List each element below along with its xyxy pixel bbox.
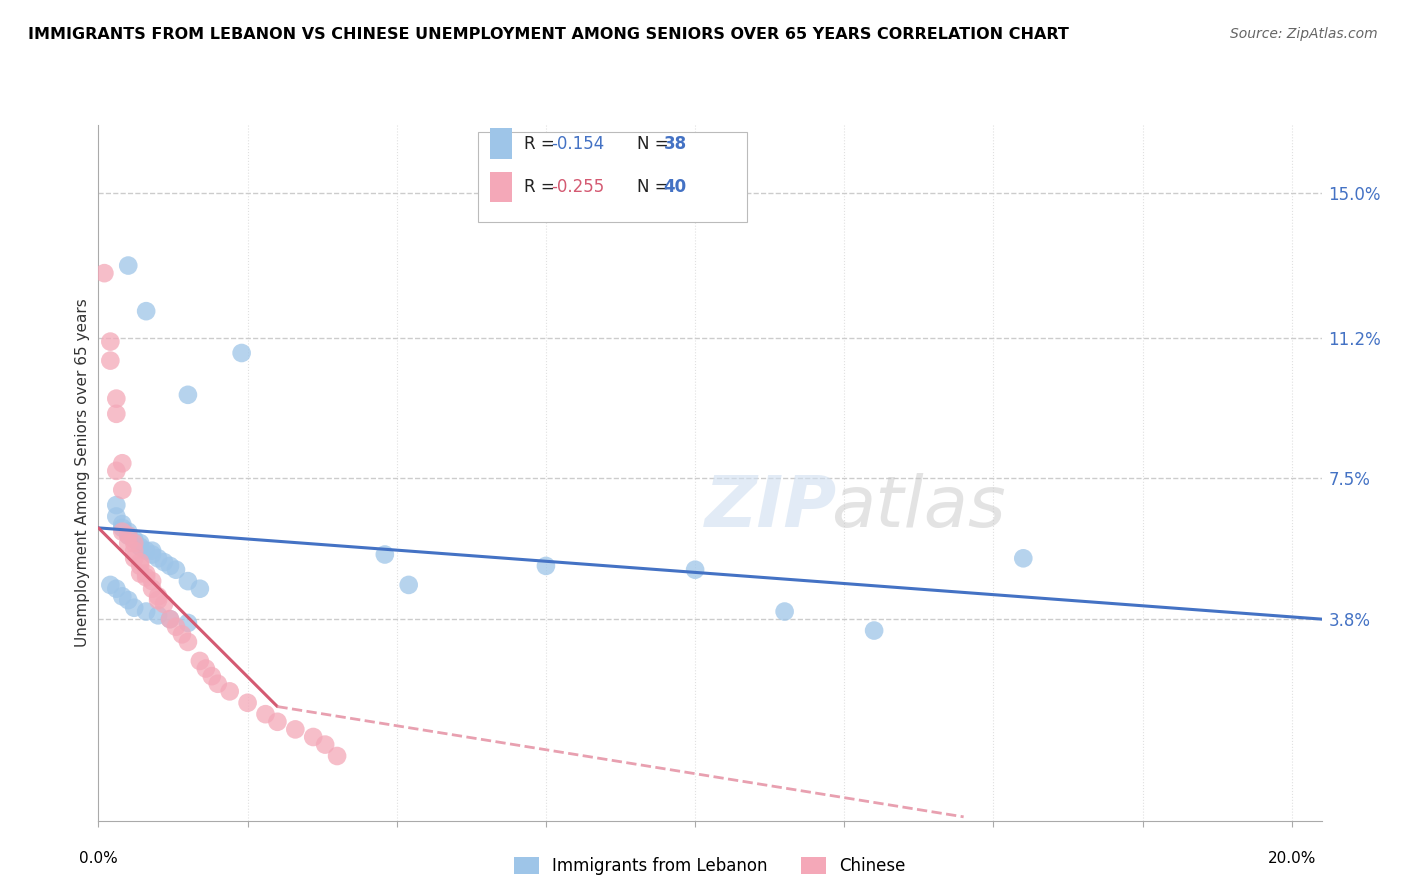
Point: [111, 517, 134, 532]
Point: [111, 456, 134, 470]
Point: [188, 582, 211, 596]
Text: IMMIGRANTS FROM LEBANON VS CHINESE UNEMPLOYMENT AMONG SENIORS OVER 65 YEARS CORR: IMMIGRANTS FROM LEBANON VS CHINESE UNEMP…: [28, 27, 1069, 42]
Point: [159, 558, 181, 573]
Point: [117, 593, 139, 607]
Point: [122, 543, 145, 558]
Point: [122, 551, 145, 566]
Text: atlas: atlas: [831, 473, 1005, 542]
Point: [122, 600, 145, 615]
Point: [177, 574, 200, 588]
Text: R =: R =: [524, 135, 560, 153]
Point: [117, 536, 139, 550]
Point: [117, 528, 139, 542]
Text: -0.154: -0.154: [551, 135, 605, 153]
Point: [683, 563, 706, 577]
Point: [129, 555, 152, 569]
Point: [98, 353, 121, 368]
Text: -0.255: -0.255: [551, 178, 605, 196]
Point: [135, 566, 157, 581]
Point: [141, 548, 163, 562]
Point: [129, 566, 152, 581]
Point: [111, 483, 134, 497]
Point: [863, 624, 886, 638]
Point: [135, 605, 157, 619]
Point: [111, 590, 134, 604]
Point: [188, 654, 211, 668]
Point: [111, 521, 134, 535]
Point: [284, 723, 307, 737]
Point: [141, 574, 163, 588]
Point: [117, 524, 139, 539]
Text: N =: N =: [637, 178, 673, 196]
Point: [398, 578, 420, 592]
Point: [135, 570, 157, 584]
Point: [117, 259, 139, 273]
Text: ZIP: ZIP: [704, 473, 838, 542]
Point: [105, 407, 128, 421]
Point: [122, 533, 145, 547]
Point: [141, 543, 163, 558]
Text: 38: 38: [664, 135, 686, 153]
Point: [314, 738, 336, 752]
Point: [146, 593, 169, 607]
Point: [231, 346, 253, 360]
Point: [105, 392, 128, 406]
Text: N =: N =: [637, 135, 673, 153]
Point: [105, 509, 128, 524]
Point: [129, 536, 152, 550]
Text: 20.0%: 20.0%: [1268, 851, 1316, 866]
Point: [129, 540, 152, 554]
Point: [170, 627, 193, 641]
Point: [1012, 551, 1035, 566]
Text: 0.0%: 0.0%: [79, 851, 118, 866]
Point: [159, 612, 181, 626]
Point: [218, 684, 240, 698]
Point: [98, 578, 121, 592]
Point: [374, 548, 396, 562]
Point: [201, 669, 224, 683]
Text: R =: R =: [524, 178, 560, 196]
Point: [159, 612, 181, 626]
Point: [93, 266, 115, 280]
Point: [105, 464, 128, 478]
Point: [177, 615, 200, 630]
Point: [141, 582, 163, 596]
Point: [129, 558, 152, 573]
Point: [98, 334, 121, 349]
Point: [153, 555, 176, 569]
Point: [135, 304, 157, 318]
Point: [105, 498, 128, 512]
Point: [146, 590, 169, 604]
Point: [117, 528, 139, 542]
Point: [773, 605, 796, 619]
Text: 40: 40: [664, 178, 686, 196]
Point: [254, 707, 277, 722]
Point: [122, 536, 145, 550]
Point: [153, 597, 176, 611]
Point: [146, 551, 169, 566]
Legend: Immigrants from Lebanon, Chinese: Immigrants from Lebanon, Chinese: [508, 850, 912, 882]
Point: [146, 608, 169, 623]
Point: [266, 714, 288, 729]
Point: [194, 662, 217, 676]
Point: [534, 558, 557, 573]
Point: [326, 749, 349, 764]
Point: [105, 582, 128, 596]
Y-axis label: Unemployment Among Seniors over 65 years: Unemployment Among Seniors over 65 years: [75, 299, 90, 647]
Point: [111, 524, 134, 539]
Point: [165, 563, 187, 577]
Text: Source: ZipAtlas.com: Source: ZipAtlas.com: [1230, 27, 1378, 41]
Point: [207, 677, 229, 691]
Point: [177, 388, 200, 402]
Point: [177, 635, 200, 649]
Point: [165, 620, 187, 634]
Point: [302, 730, 325, 744]
Point: [135, 543, 157, 558]
Point: [236, 696, 259, 710]
